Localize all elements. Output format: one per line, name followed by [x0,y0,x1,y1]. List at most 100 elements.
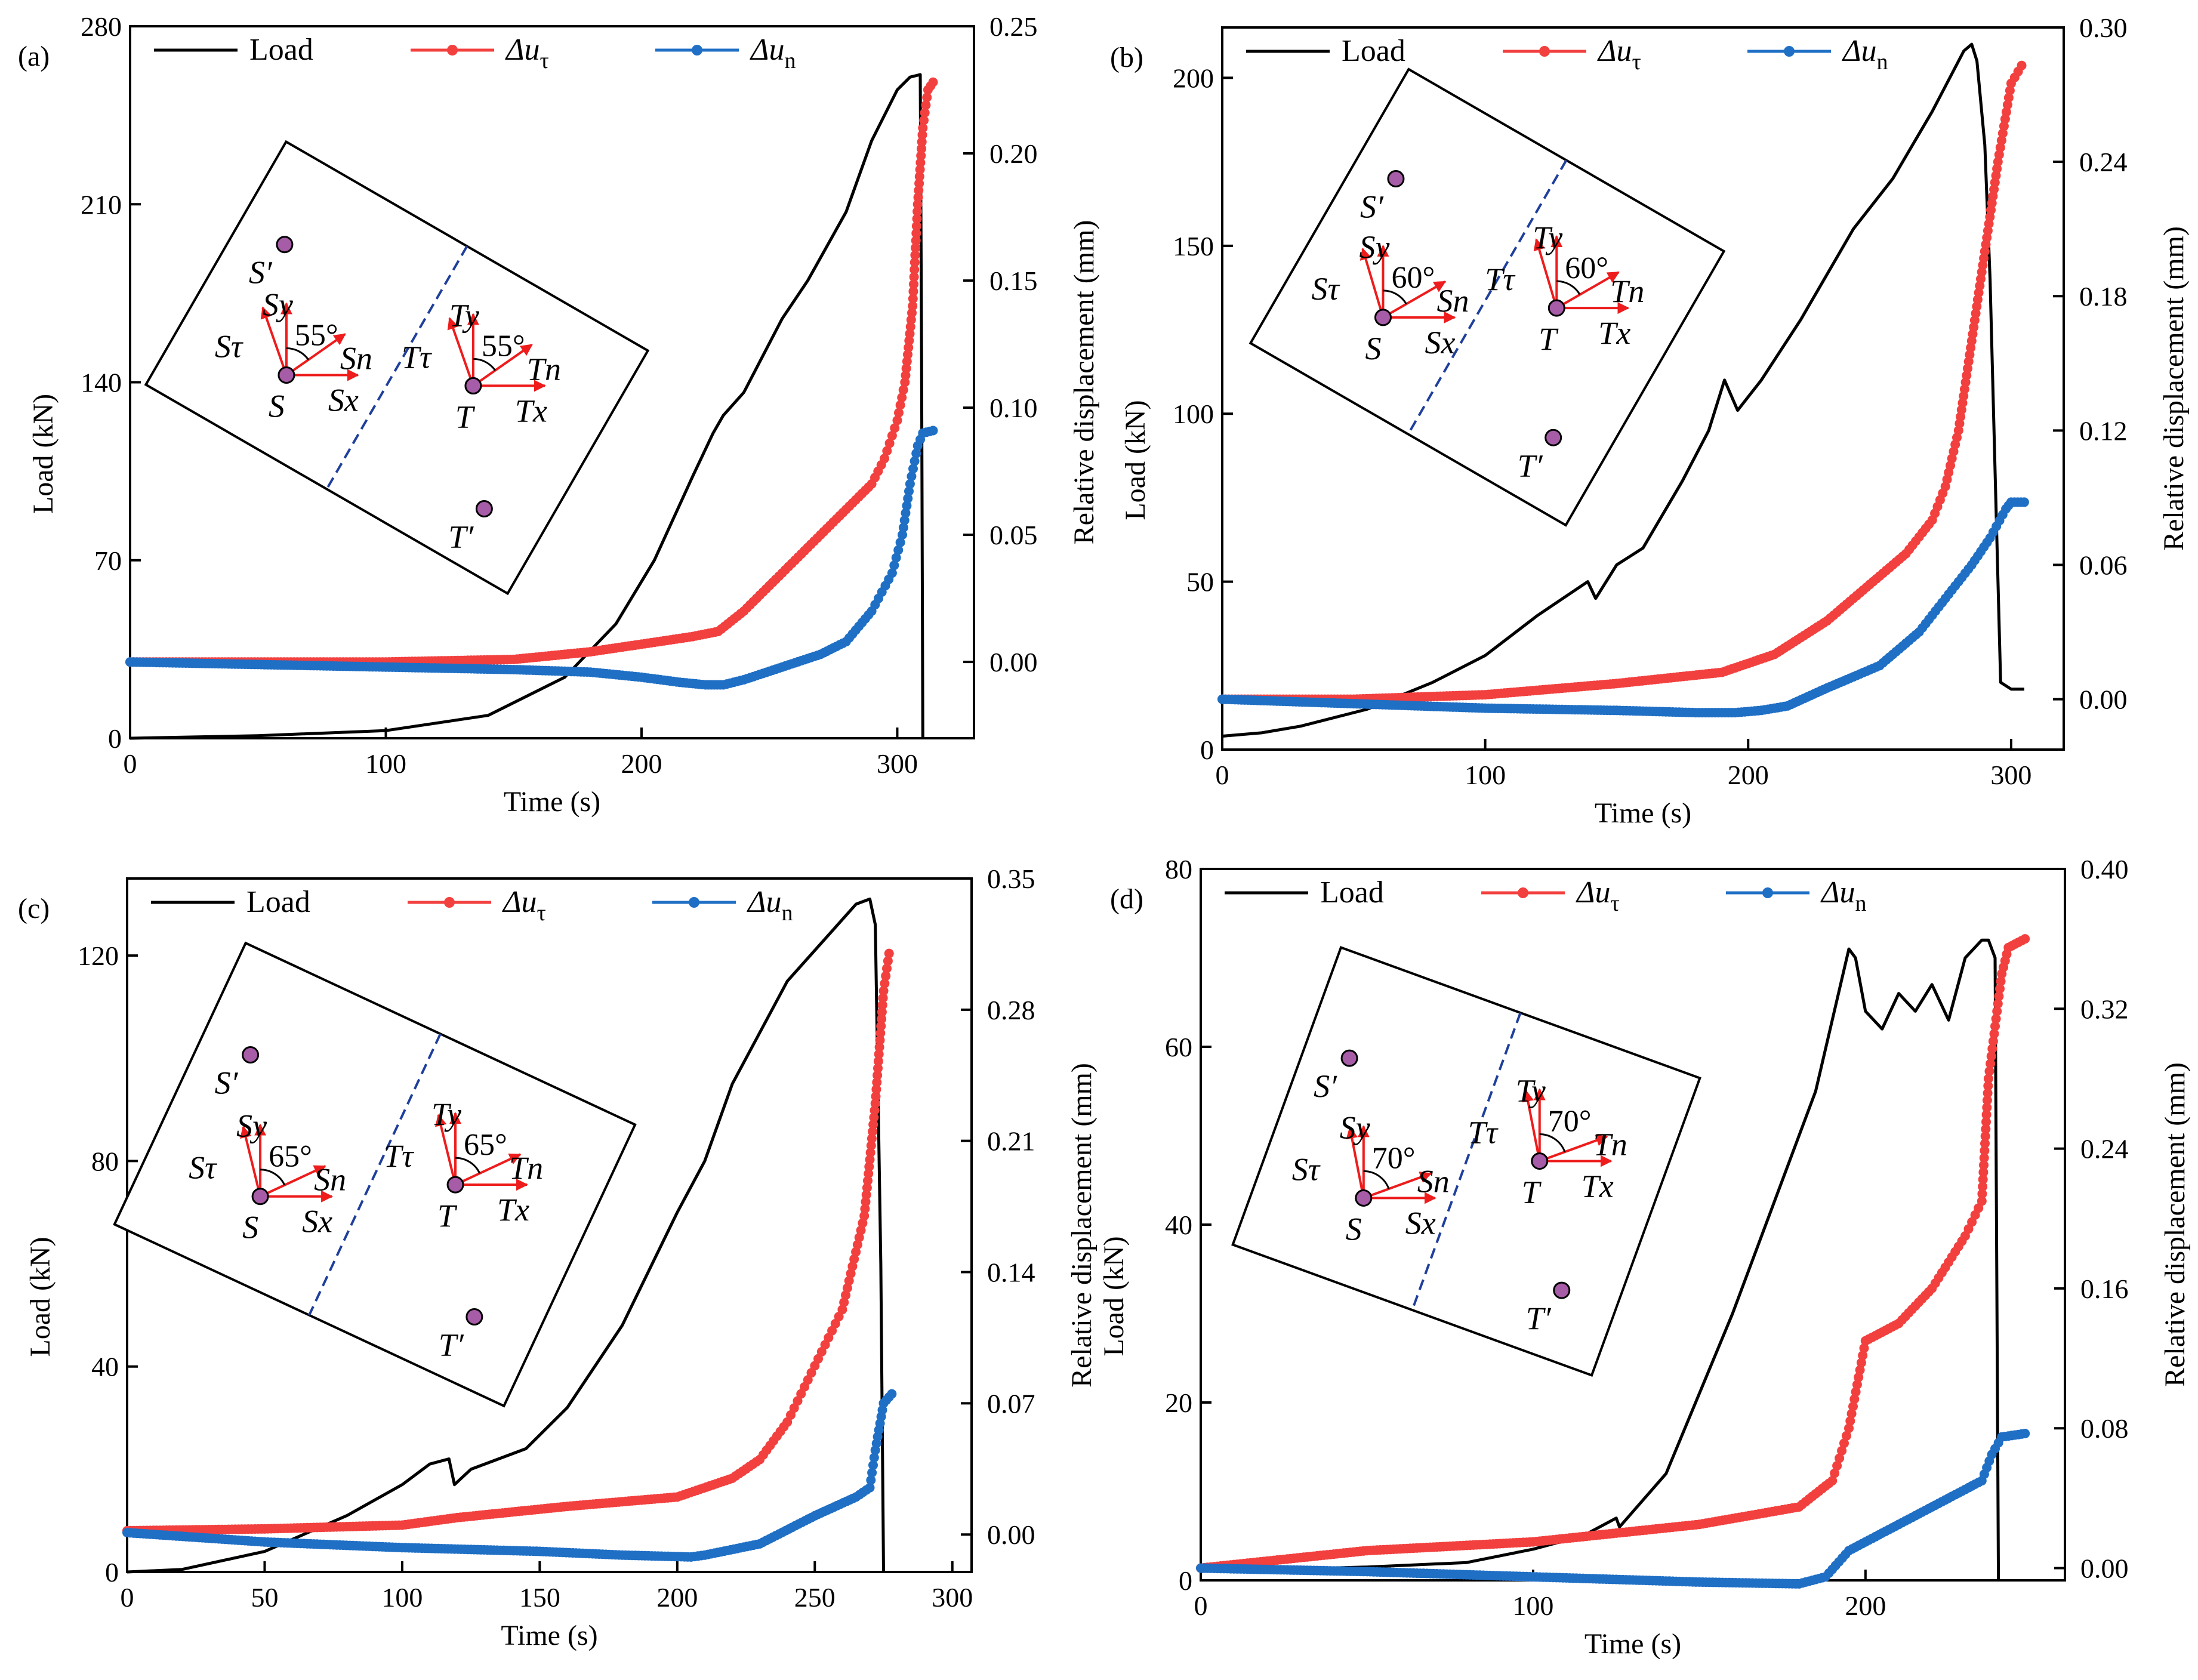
node-s-prime: S′ [1314,1049,1358,1104]
legend-label: Δuτ [505,33,549,73]
data-point [2017,60,2027,70]
y2-tick-label: 0.20 [989,138,1038,169]
point-label: S′ [249,255,273,291]
y-axis-label: Load (kN) [1120,400,1151,520]
axis-n-label: Tn [1593,1127,1627,1163]
data-point [864,1161,874,1172]
point-label: S [242,1210,258,1246]
series-du-tau [1196,934,2030,1573]
crack-line [1411,1012,1522,1311]
angle-arc [1363,1170,1390,1189]
tau-arrow [1346,1126,1365,1198]
data-point [1837,1445,1847,1456]
data-point [870,1105,880,1115]
series-du-tau [122,948,894,1536]
series-load [130,73,924,740]
data-point [852,1240,862,1250]
data-point [1981,1109,1992,1120]
data-point [893,545,904,555]
data-point [867,1468,877,1478]
y2-tick-label: 0.00 [989,647,1038,677]
point-marker [251,1188,269,1206]
y2-tick-label: 0.16 [2080,1274,2129,1304]
axis-x-label: Sx [328,383,359,418]
legend-label: Load [249,33,313,67]
x-axis-label: Time (s) [501,1620,597,1651]
series-line [1200,1432,2026,1586]
data-point [911,243,921,253]
y2-axis-label: Relative displacement (mm) [2158,226,2190,551]
data-point [919,115,929,125]
data-point [866,1140,876,1151]
node-S: S 60°Sy Sx Sn Sτ [1311,229,1469,366]
axis-y-label: Sy [236,1108,267,1144]
data-point [1994,150,2004,160]
y2-tick-label: 0.25 [989,11,1038,42]
y-tick-label: 20 [1165,1388,1192,1418]
y-tick-label: 120 [78,941,119,971]
axis-x-label: Sx [1425,325,1455,360]
point-marker [1340,1049,1358,1067]
point-label: T′ [439,1327,464,1363]
data-point [851,1247,861,1257]
data-point [905,322,915,332]
node-T: T 60°Ty Tx Tn Tτ [1485,220,1644,357]
data-point [876,1021,886,1031]
data-point [882,446,892,456]
data-point [1996,976,2006,987]
y-tick-label: 0 [1179,1565,1192,1596]
data-point [1996,135,2006,146]
angle-label: 65° [269,1140,312,1174]
tau-arrow [1522,1089,1541,1161]
n-arrow [1556,271,1620,309]
data-point [806,1368,816,1378]
data-point [1983,1088,1993,1098]
point-marker [1545,429,1562,446]
data-point [1981,1124,1991,1134]
crack-line [308,1033,442,1316]
y2-tick-label: 0.15 [989,266,1038,296]
legend-entry-du-tau: Δuτ [411,33,549,73]
y-tick-label: 70 [94,545,122,576]
point-label: S′ [215,1065,239,1101]
data-point [904,335,914,346]
data-point [898,530,907,540]
data-point [1846,1408,1857,1419]
data-point [868,1127,878,1136]
data-point [1992,1006,2002,1016]
data-point [871,1092,881,1102]
data-point [910,257,920,267]
point-marker [475,500,493,517]
legend-label: Load [1320,876,1384,910]
data-point [894,408,904,418]
data-point [880,454,889,464]
data-point [897,393,907,403]
data-point [841,1290,850,1300]
specimen-inset [144,140,650,596]
data-point [877,1014,887,1024]
x-tick-label: 0 [1194,1590,1208,1621]
data-point [912,214,922,224]
data-point [1982,1095,1992,1105]
legend-swatch-marker [444,897,455,908]
axis-x-label: Sx [302,1204,332,1240]
data-point [891,553,901,563]
data-point [881,971,891,981]
y2-tick-label: 0.00 [2080,1553,2129,1583]
y-tick-label: 50 [1186,567,1214,597]
data-point [844,1276,854,1286]
point-marker [446,1176,464,1194]
axis-y-label: Ty [449,297,479,333]
series-line [1222,42,2024,738]
x-tick-label: 150 [519,1582,560,1613]
data-point [1849,1394,1860,1404]
series-du-n [122,1389,897,1562]
data-point [874,1042,884,1052]
angle-label: 70° [1372,1141,1416,1175]
angle-arc [455,1157,481,1174]
data-point [875,1035,885,1045]
data-point [899,515,910,525]
data-point [1997,128,2008,138]
data-point [887,568,897,578]
